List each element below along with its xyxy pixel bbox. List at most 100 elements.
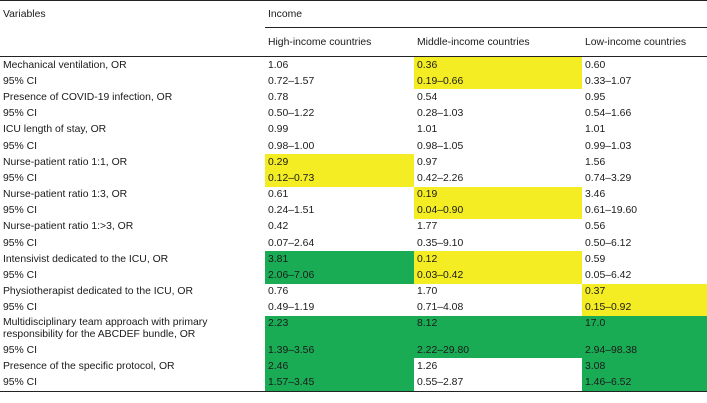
income-odds-ratio-table: Variables Income High-income countries M… [0, 0, 707, 392]
high-income-value: 1.39–3.56 [265, 342, 414, 359]
row-label: 95% CI [3, 172, 38, 184]
middle-income-value: 0.03–0.42 [414, 267, 582, 284]
row-label: Intensivist dedicated to the ICU, OR [3, 253, 169, 265]
middle-income-value: 0.35–9.10 [417, 237, 464, 249]
high-income-value: 1.57–3.45 [265, 374, 414, 392]
middle-income-value: 0.55–2.87 [414, 374, 582, 392]
table-row: 95% CI 2.06–7.06 0.03–0.42 0.05–6.42 [0, 267, 707, 284]
table-row: 95% CI 1.39–3.56 2.22–29.80 2.94–98.38 [0, 342, 707, 359]
table-row: Nurse-patient ratio 1:>3, OR 0.42 1.77 0.56 [0, 219, 707, 235]
middle-income-value: 8.12 [414, 316, 582, 342]
low-income-value: 1.56 [585, 156, 606, 168]
table-row: Mechanical ventilation, OR 1.06 0.36 0.60 [0, 56, 707, 74]
middle-income-value: 1.77 [417, 221, 438, 233]
middle-income-value: 0.04–0.90 [414, 202, 582, 219]
table-row: Presence of COVID-19 infection, OR 0.78 0.… [0, 89, 707, 105]
row-label: ICU length of stay, OR [3, 124, 107, 136]
table-row: 95% CI 0.50–1.22 0.28–1.03 0.54–1.66 [0, 106, 707, 122]
low-income-value: 2.94–98.38 [582, 342, 707, 359]
high-income-value: 3.81 [265, 251, 414, 268]
row-label: Presence of COVID-19 infection, OR [3, 91, 173, 103]
header-low-income: Low-income countries [582, 27, 707, 57]
row-label: Physiotherapist dedicated to the ICU, OR [3, 286, 194, 298]
table-header: Variables Income High-income countries M… [0, 0, 707, 57]
table-row: Physiotherapist dedicated to the ICU, OR… [0, 283, 707, 300]
table-row: ICU length of stay, OR 0.99 1.01 1.01 [0, 122, 707, 138]
high-income-value: 0.12–0.73 [265, 170, 414, 187]
row-label: 95% CI [3, 302, 38, 314]
low-income-value: 3.08 [582, 358, 707, 375]
low-income-value: 0.99–1.03 [585, 140, 632, 152]
header-middle-income: Middle-income countries [414, 27, 582, 57]
table-row: Multidisciplinary team approach with pri… [0, 316, 707, 342]
row-label: 95% CI [0, 374, 265, 392]
high-income-value: 0.98–1.00 [268, 140, 315, 152]
row-label: Multidisciplinary team approach with pri… [3, 316, 208, 341]
table-row: 95% CI 0.07–2.64 0.35–9.10 0.50–6.12 [0, 235, 707, 251]
row-label: 95% CI [3, 140, 38, 152]
table-row: 95% CI 0.72–1.57 0.19–0.66 0.33–1.07 [0, 73, 707, 90]
high-income-value: 2.23 [265, 316, 414, 342]
row-label: Mechanical ventilation, OR [3, 59, 127, 71]
middle-income-value: 0.42–2.26 [417, 172, 464, 184]
table-row: 95% CI 1.57–3.45 0.55–2.87 1.46–6.52 [0, 374, 707, 392]
low-income-value: 0.15–0.92 [582, 299, 707, 316]
high-income-value: 2.46 [265, 358, 414, 375]
high-income-value: 0.50–1.22 [268, 108, 315, 120]
row-label: 95% CI [3, 108, 38, 120]
middle-income-value: 0.19–0.66 [414, 73, 582, 90]
high-income-value: 0.72–1.57 [268, 75, 315, 87]
high-income-value: 0.42 [268, 221, 289, 233]
low-income-value: 0.59 [585, 253, 606, 265]
low-income-value: 1.01 [585, 124, 606, 136]
table-row: Presence of the specific protocol, OR 2.4… [0, 358, 707, 375]
high-income-value: 0.76 [268, 286, 289, 298]
table-body: Mechanical ventilation, OR 1.06 0.36 0.60 95… [0, 56, 707, 392]
high-income-value: 1.06 [268, 59, 289, 71]
middle-income-value: 0.71–4.08 [417, 302, 464, 314]
row-label: 95% CI [3, 270, 38, 282]
low-income-value: 1.46–6.52 [582, 374, 707, 392]
high-income-value: 2.06–7.06 [265, 267, 414, 284]
table-row: Nurse-patient ratio 1:3, OR 0.61 0.19 3.46 [0, 186, 707, 203]
table-row: 95% CI 0.49–1.19 0.71–4.08 0.15–0.92 [0, 299, 707, 316]
row-label: 95% CI [3, 75, 38, 87]
table-row: Intensivist dedicated to the ICU, OR 3.81… [0, 251, 707, 268]
row-label: Presence of the specific protocol, OR [3, 360, 175, 372]
low-income-value: 0.60 [585, 59, 606, 71]
row-label: Nurse-patient ratio 1:3, OR [3, 189, 128, 201]
row-label: 95% CI [3, 237, 38, 249]
low-income-value: 0.54–1.66 [585, 108, 632, 120]
table-row: 95% CI 0.98–1.00 0.98–1.05 0.99–1.03 [0, 138, 707, 154]
table-row: 95% CI 0.12–0.73 0.42–2.26 0.74–3.29 [0, 170, 707, 187]
row-label: 95% CI [3, 344, 38, 356]
low-income-value: 0.50–6.12 [585, 237, 632, 249]
low-income-value: 17.0 [582, 316, 707, 342]
header-income: Income [265, 0, 707, 28]
high-income-value: 0.24–1.51 [268, 205, 315, 217]
row-label: 95% CI [3, 205, 38, 217]
header-high-income: High-income countries [265, 27, 414, 57]
middle-income-value: 0.12 [414, 251, 582, 268]
middle-income-value: 0.36 [414, 56, 582, 74]
middle-income-value: 0.54 [417, 91, 438, 103]
middle-income-value: 1.26 [417, 360, 438, 372]
low-income-value: 0.56 [585, 221, 606, 233]
low-income-value: 0.61–19.60 [585, 205, 638, 217]
high-income-value: 0.78 [268, 91, 289, 103]
middle-income-value: 2.22–29.80 [414, 342, 582, 359]
low-income-value: 0.95 [585, 91, 606, 103]
table-row: Nurse-patient ratio 1:1, OR 0.29 0.97 1.56 [0, 154, 707, 171]
middle-income-value: 1.01 [417, 124, 438, 136]
low-income-value: 3.46 [585, 189, 606, 201]
table-row: 95% CI 0.24–1.51 0.04–0.90 0.61–19.60 [0, 202, 707, 219]
high-income-value: 0.61 [268, 189, 289, 201]
middle-income-value: 0.98–1.05 [417, 140, 464, 152]
row-label: Nurse-patient ratio 1:1, OR [3, 156, 128, 168]
header-variables-spacer [0, 27, 265, 57]
high-income-value: 0.49–1.19 [268, 302, 315, 314]
high-income-value: 0.29 [265, 154, 414, 171]
header-variables: Variables [0, 0, 265, 28]
high-income-value: 0.07–2.64 [268, 237, 315, 249]
